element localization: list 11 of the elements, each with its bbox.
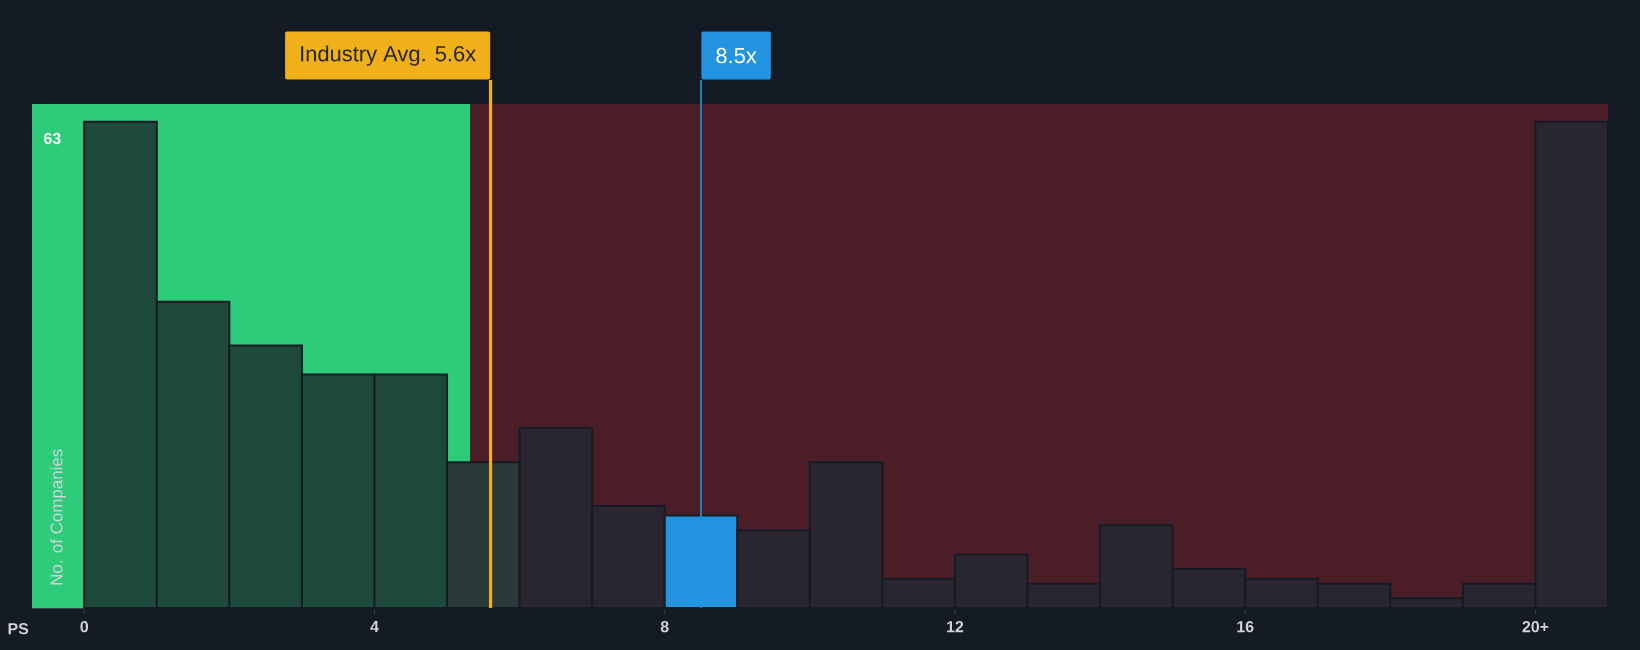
x-tick-label: 8	[660, 621, 669, 633]
x-tick-label: 12	[947, 621, 964, 633]
x-tick-label: 16	[1237, 621, 1254, 633]
x-tick-label: 4	[370, 621, 379, 633]
ref-line-label: Industry Avg. 5.6x	[301, 45, 476, 66]
y-axis-title: No. of Companies	[50, 449, 66, 585]
ref-line-label: 8.5x	[716, 47, 757, 64]
x-axis-title: PS	[8, 623, 29, 635]
annotation: 63	[44, 132, 61, 145]
x-tick-label: 20+	[1522, 621, 1549, 633]
x-tick-label: 0	[80, 621, 89, 633]
